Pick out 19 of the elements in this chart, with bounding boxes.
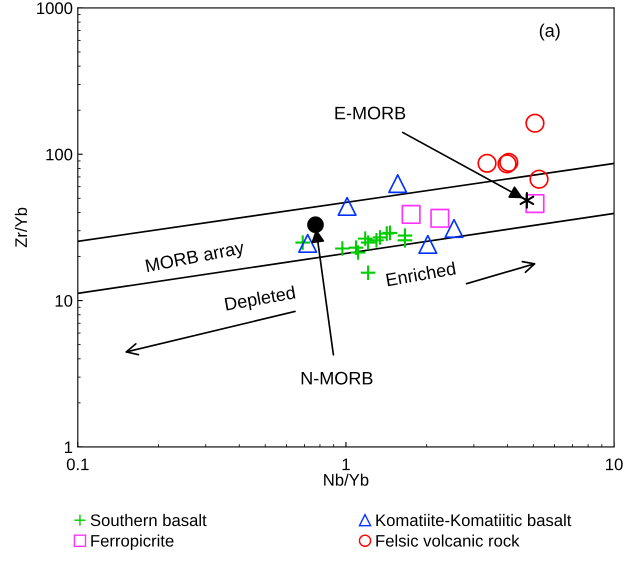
legend-label: Ferropicrite [91,534,174,550]
x-tick-label: 10 [606,458,623,470]
annotation: MORB array [145,240,246,276]
annotation: Depleted [224,285,296,314]
y-tick-label: 100 [46,148,72,160]
y-tick-label: 10 [56,294,72,307]
x-tick-label: 0.1 [66,458,89,470]
legend-label: Komatiite-Komatiitic basalt [376,514,572,526]
annotation: Enriched [386,261,456,286]
legend-label: Southern basalt [90,514,207,526]
y-tick-label: 1000 [37,2,72,14]
x-axis-title: Nb/Yb [324,474,368,486]
annotation: (a) [540,24,560,40]
annotation: E-MORB [335,106,406,120]
annotation: N-MORB [302,372,372,385]
y-tick-label: 1 [64,441,72,453]
x-tick-label: 1 [342,458,350,470]
y-axis-title: Zr/Yb [14,208,28,248]
legend-label: Felsic volcanic rock [376,534,520,547]
